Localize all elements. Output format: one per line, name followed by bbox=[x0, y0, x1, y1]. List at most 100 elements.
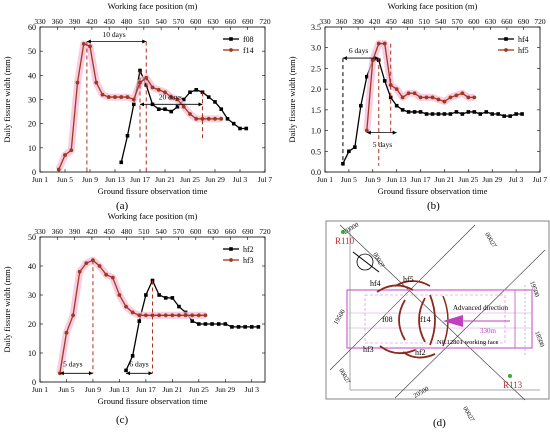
data-point-hf4 bbox=[472, 110, 477, 114]
data-point-hf3 bbox=[170, 313, 175, 318]
top-tick-label: 630 bbox=[207, 227, 219, 236]
data-point-hf3 bbox=[64, 330, 69, 335]
data-point-hf3 bbox=[117, 293, 122, 297]
x-tick-label: Jun 5 bbox=[58, 385, 74, 394]
data-point-hf5 bbox=[406, 91, 411, 96]
data-point-hf4 bbox=[347, 149, 351, 154]
x-tick-label: Jun 1 bbox=[317, 175, 333, 184]
fissure-arc bbox=[379, 345, 416, 355]
data-point-hf4 bbox=[520, 112, 524, 116]
top-tick-label: 720 bbox=[259, 17, 271, 26]
annotation-arrow-icon bbox=[342, 56, 347, 61]
data-point-hf5 bbox=[364, 128, 369, 133]
data-point-hf5 bbox=[418, 95, 423, 100]
data-point-hf3 bbox=[143, 313, 148, 318]
legend-label-f14: f14 bbox=[243, 46, 254, 55]
data-point-hf4 bbox=[454, 110, 459, 114]
y-tick-label: 2.0 bbox=[311, 85, 321, 94]
data-point-f14 bbox=[75, 80, 80, 85]
data-point-hf3 bbox=[71, 313, 75, 318]
direction-arrow-icon bbox=[443, 315, 463, 327]
data-point-hf2 bbox=[170, 296, 175, 300]
data-point-hf5 bbox=[370, 58, 375, 63]
data-point-hf5 bbox=[454, 93, 459, 98]
annotation-arrow-icon bbox=[148, 371, 153, 376]
data-point-hf4 bbox=[496, 112, 500, 116]
data-point-hf2 bbox=[216, 322, 221, 326]
y-tick-label: 3.0 bbox=[311, 44, 321, 53]
working-face-inner bbox=[364, 294, 506, 344]
data-point-hf3 bbox=[130, 310, 135, 315]
data-point-hf5 bbox=[400, 95, 405, 100]
data-point-f14 bbox=[169, 95, 174, 99]
data-point-f08 bbox=[206, 95, 211, 99]
x-tick-label: Jun 5 bbox=[341, 175, 357, 184]
data-point-f08 bbox=[238, 126, 242, 131]
y-tick-label: 10 bbox=[28, 349, 36, 358]
data-point-hf3 bbox=[163, 313, 168, 318]
data-point-hf5 bbox=[442, 99, 447, 104]
chart-b: 330 360 390 420 450 480 510 540 570 600 630 660 690 7… bbox=[287, 1, 547, 196]
top-tick-label: 360 bbox=[52, 17, 64, 26]
top-tick-label: 570 bbox=[173, 227, 185, 236]
x-tick-label: Jun 29 bbox=[205, 175, 225, 184]
data-point-f08 bbox=[219, 107, 224, 111]
y-tick-label: 0.0 bbox=[311, 168, 321, 177]
annotation-arrow-icon bbox=[126, 371, 131, 376]
distance-label: 330m bbox=[480, 327, 497, 335]
top-tick-label: 330 bbox=[34, 17, 46, 26]
x-tick-label: Jun 21 bbox=[435, 175, 455, 184]
data-point-f14 bbox=[119, 95, 124, 99]
data-point-f08 bbox=[125, 133, 130, 138]
data-point-f14 bbox=[88, 44, 92, 49]
boundary-line bbox=[394, 249, 546, 399]
x-tick-label: Jun 1 bbox=[32, 175, 48, 184]
x-axis-title: Ground fissure observation time bbox=[378, 186, 488, 196]
top-tick-label: 360 bbox=[52, 227, 64, 236]
y-tick-label: 0 bbox=[32, 168, 36, 177]
top-tick-label: 390 bbox=[69, 227, 81, 236]
x-tick-label: Jun 17 bbox=[130, 175, 150, 184]
data-point-hf5 bbox=[376, 41, 381, 46]
data-point-hf3 bbox=[77, 269, 82, 274]
fissure-arc bbox=[418, 297, 426, 343]
y-tick-label: 30 bbox=[28, 96, 36, 105]
data-point-hf2 bbox=[249, 325, 254, 329]
data-point-f08 bbox=[169, 109, 174, 114]
top-tick-label: 660 bbox=[225, 17, 237, 26]
x-tick-label: Jul 7 bbox=[258, 175, 273, 184]
coord-label: 00027 bbox=[461, 406, 476, 424]
x-tick-label: Jun 9 bbox=[365, 175, 381, 184]
y-tick-label: 3.5 bbox=[311, 23, 321, 32]
data-point-f14 bbox=[200, 116, 205, 121]
data-point-hf2 bbox=[137, 319, 142, 323]
y-tick-label: 40 bbox=[28, 71, 36, 80]
data-point-hf2 bbox=[190, 319, 195, 323]
data-point-hf5 bbox=[424, 95, 429, 100]
data-point-f14 bbox=[94, 80, 99, 85]
top-tick-label: 330 bbox=[319, 17, 331, 26]
subfigure-label-c: (c) bbox=[116, 414, 129, 426]
fissure-label-hf3: hf3 bbox=[363, 345, 374, 354]
annotation-label: 10 days bbox=[103, 30, 126, 39]
data-point-hf4 bbox=[484, 110, 489, 114]
top-tick-label: 570 bbox=[173, 17, 185, 26]
chart-c: 330 360 390 420 450 480 510 540 570 600 630 660 690 7… bbox=[2, 211, 271, 406]
direction-label: Advanced direction bbox=[453, 304, 509, 312]
top-tick-label: 630 bbox=[207, 17, 219, 26]
fissure-arc bbox=[398, 299, 406, 341]
y-axis-title: Daily fissure width (mm) bbox=[287, 56, 297, 142]
data-point-hf2 bbox=[230, 325, 234, 329]
y-tick-label: 60 bbox=[28, 23, 36, 32]
annotation-arrow-icon bbox=[88, 371, 93, 376]
data-point-f08 bbox=[119, 160, 124, 165]
legend-label-hf2: hf2 bbox=[243, 245, 254, 254]
top-tick-label: 660 bbox=[501, 17, 513, 26]
top-tick-label: 390 bbox=[352, 17, 364, 26]
data-point-hf5 bbox=[412, 91, 417, 96]
subfigure-label-d: (d) bbox=[433, 417, 446, 429]
x-tick-label: Jun 29 bbox=[482, 175, 502, 184]
point-label-r113: R113 bbox=[503, 380, 523, 390]
y-tick-label: 20 bbox=[28, 120, 36, 129]
data-point-f14 bbox=[113, 95, 117, 99]
